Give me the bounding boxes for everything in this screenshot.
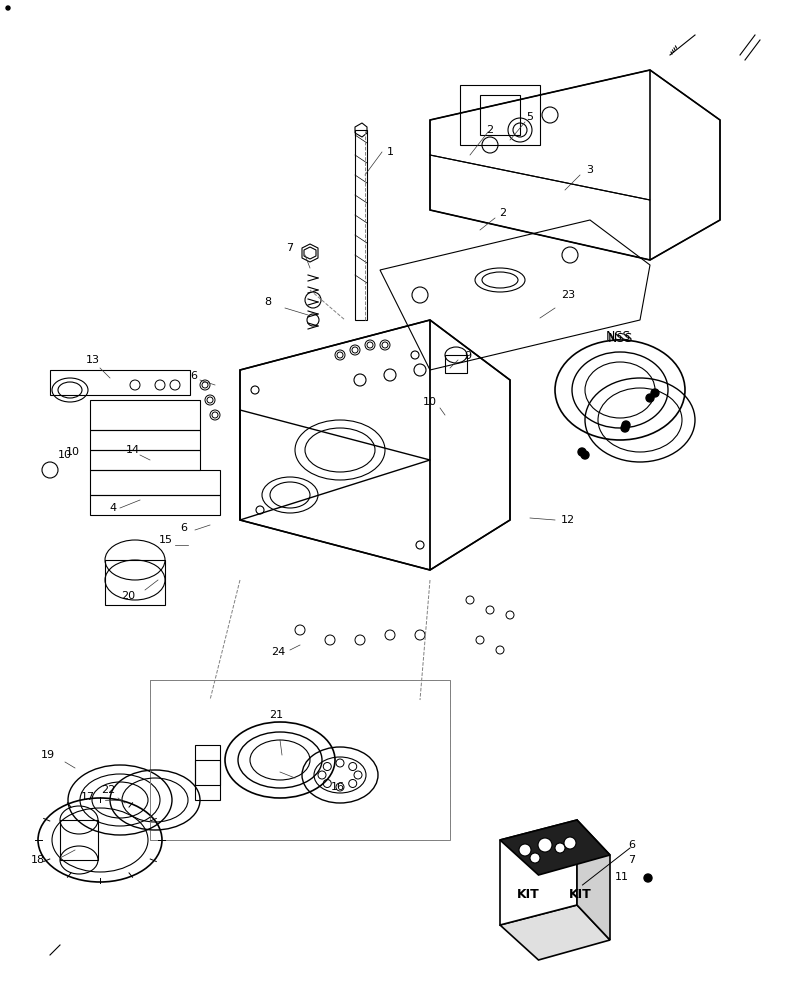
Text: 6: 6 <box>628 840 635 850</box>
Circle shape <box>6 6 10 10</box>
Polygon shape <box>577 820 609 940</box>
Text: 14: 14 <box>126 445 139 455</box>
Bar <box>90 430 200 450</box>
Text: 9: 9 <box>464 351 471 361</box>
Bar <box>354 130 367 320</box>
Circle shape <box>564 837 575 849</box>
Circle shape <box>554 843 564 853</box>
Circle shape <box>581 451 588 459</box>
Circle shape <box>538 838 551 852</box>
Bar <box>444 355 466 373</box>
Polygon shape <box>500 820 609 875</box>
Text: 17: 17 <box>81 792 95 802</box>
Text: 8: 8 <box>264 297 271 307</box>
Bar <box>105 560 165 605</box>
Circle shape <box>530 853 539 863</box>
Bar <box>90 470 220 495</box>
Bar <box>195 760 220 785</box>
Text: 6: 6 <box>191 371 197 381</box>
Text: 2: 2 <box>486 125 493 135</box>
Text: 23: 23 <box>560 290 574 300</box>
Text: 10: 10 <box>58 450 72 460</box>
Text: 5: 5 <box>526 112 533 122</box>
Text: 12: 12 <box>560 515 574 525</box>
Bar <box>150 680 449 840</box>
Circle shape <box>646 394 653 402</box>
Text: 11: 11 <box>614 872 629 882</box>
Circle shape <box>577 448 586 456</box>
Circle shape <box>643 874 651 882</box>
Bar <box>90 450 200 470</box>
Text: 10: 10 <box>423 397 436 407</box>
Polygon shape <box>500 820 577 925</box>
Text: NSS: NSS <box>607 332 632 344</box>
Text: KIT: KIT <box>568 888 590 902</box>
Text: 16: 16 <box>331 782 345 792</box>
Bar <box>479 95 519 135</box>
Bar <box>90 495 220 515</box>
Bar <box>195 745 220 800</box>
Text: 21: 21 <box>268 710 283 720</box>
Text: 24: 24 <box>271 647 285 657</box>
Circle shape <box>620 424 629 432</box>
Circle shape <box>621 421 629 429</box>
Bar <box>460 85 539 145</box>
Text: 20: 20 <box>121 591 135 601</box>
Text: 4: 4 <box>109 503 117 513</box>
Text: 2: 2 <box>499 208 506 218</box>
Text: 13: 13 <box>86 355 100 365</box>
Circle shape <box>518 844 530 856</box>
Text: KIT: KIT <box>516 888 539 902</box>
Polygon shape <box>500 905 609 960</box>
Bar <box>90 400 200 430</box>
Text: 7: 7 <box>628 855 635 865</box>
Text: 3: 3 <box>586 165 593 175</box>
Text: 19: 19 <box>41 750 55 760</box>
Text: 6: 6 <box>180 523 187 533</box>
Text: 1: 1 <box>386 147 393 157</box>
Text: 22: 22 <box>101 785 115 795</box>
Circle shape <box>650 389 659 397</box>
Bar <box>60 820 98 860</box>
Text: 10: 10 <box>66 447 80 457</box>
Text: NSS: NSS <box>604 330 630 342</box>
Text: 15: 15 <box>159 535 173 545</box>
Text: 18: 18 <box>31 855 45 865</box>
Text: 7: 7 <box>286 243 294 253</box>
